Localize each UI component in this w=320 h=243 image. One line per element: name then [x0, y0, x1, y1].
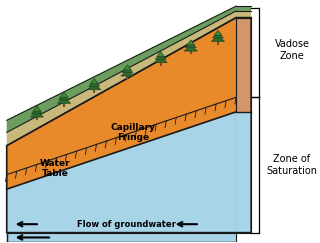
Polygon shape — [59, 95, 69, 100]
Polygon shape — [187, 40, 195, 45]
Polygon shape — [184, 45, 197, 51]
Polygon shape — [33, 106, 41, 111]
Polygon shape — [211, 35, 225, 42]
Polygon shape — [7, 233, 236, 242]
Polygon shape — [60, 92, 68, 97]
Polygon shape — [236, 11, 251, 17]
Text: Water
Table: Water Table — [40, 159, 70, 178]
Polygon shape — [122, 67, 133, 72]
Polygon shape — [185, 42, 196, 48]
Polygon shape — [214, 30, 222, 35]
Polygon shape — [212, 33, 223, 38]
Polygon shape — [30, 111, 44, 117]
Polygon shape — [160, 63, 162, 66]
Polygon shape — [7, 17, 251, 233]
Polygon shape — [7, 11, 236, 146]
Polygon shape — [93, 90, 95, 93]
Polygon shape — [90, 78, 98, 84]
Polygon shape — [126, 76, 128, 79]
Polygon shape — [124, 65, 132, 70]
Polygon shape — [89, 81, 100, 86]
Polygon shape — [217, 42, 219, 45]
Text: Flow of groundwater: Flow of groundwater — [76, 220, 175, 229]
Polygon shape — [154, 57, 167, 63]
Polygon shape — [36, 117, 38, 120]
Polygon shape — [7, 112, 251, 233]
Text: Vadose
Zone: Vadose Zone — [275, 39, 309, 61]
Polygon shape — [63, 103, 65, 106]
Text: Capillary
Fringe: Capillary Fringe — [111, 123, 156, 142]
Polygon shape — [236, 17, 251, 233]
Polygon shape — [88, 84, 101, 90]
Polygon shape — [31, 108, 43, 113]
Polygon shape — [236, 112, 251, 233]
Polygon shape — [7, 6, 236, 132]
Text: Zone of
Saturation: Zone of Saturation — [267, 154, 317, 176]
Polygon shape — [190, 51, 192, 54]
Polygon shape — [57, 97, 71, 103]
Polygon shape — [156, 52, 165, 57]
Polygon shape — [236, 6, 251, 11]
Polygon shape — [155, 54, 166, 59]
Polygon shape — [121, 70, 134, 76]
